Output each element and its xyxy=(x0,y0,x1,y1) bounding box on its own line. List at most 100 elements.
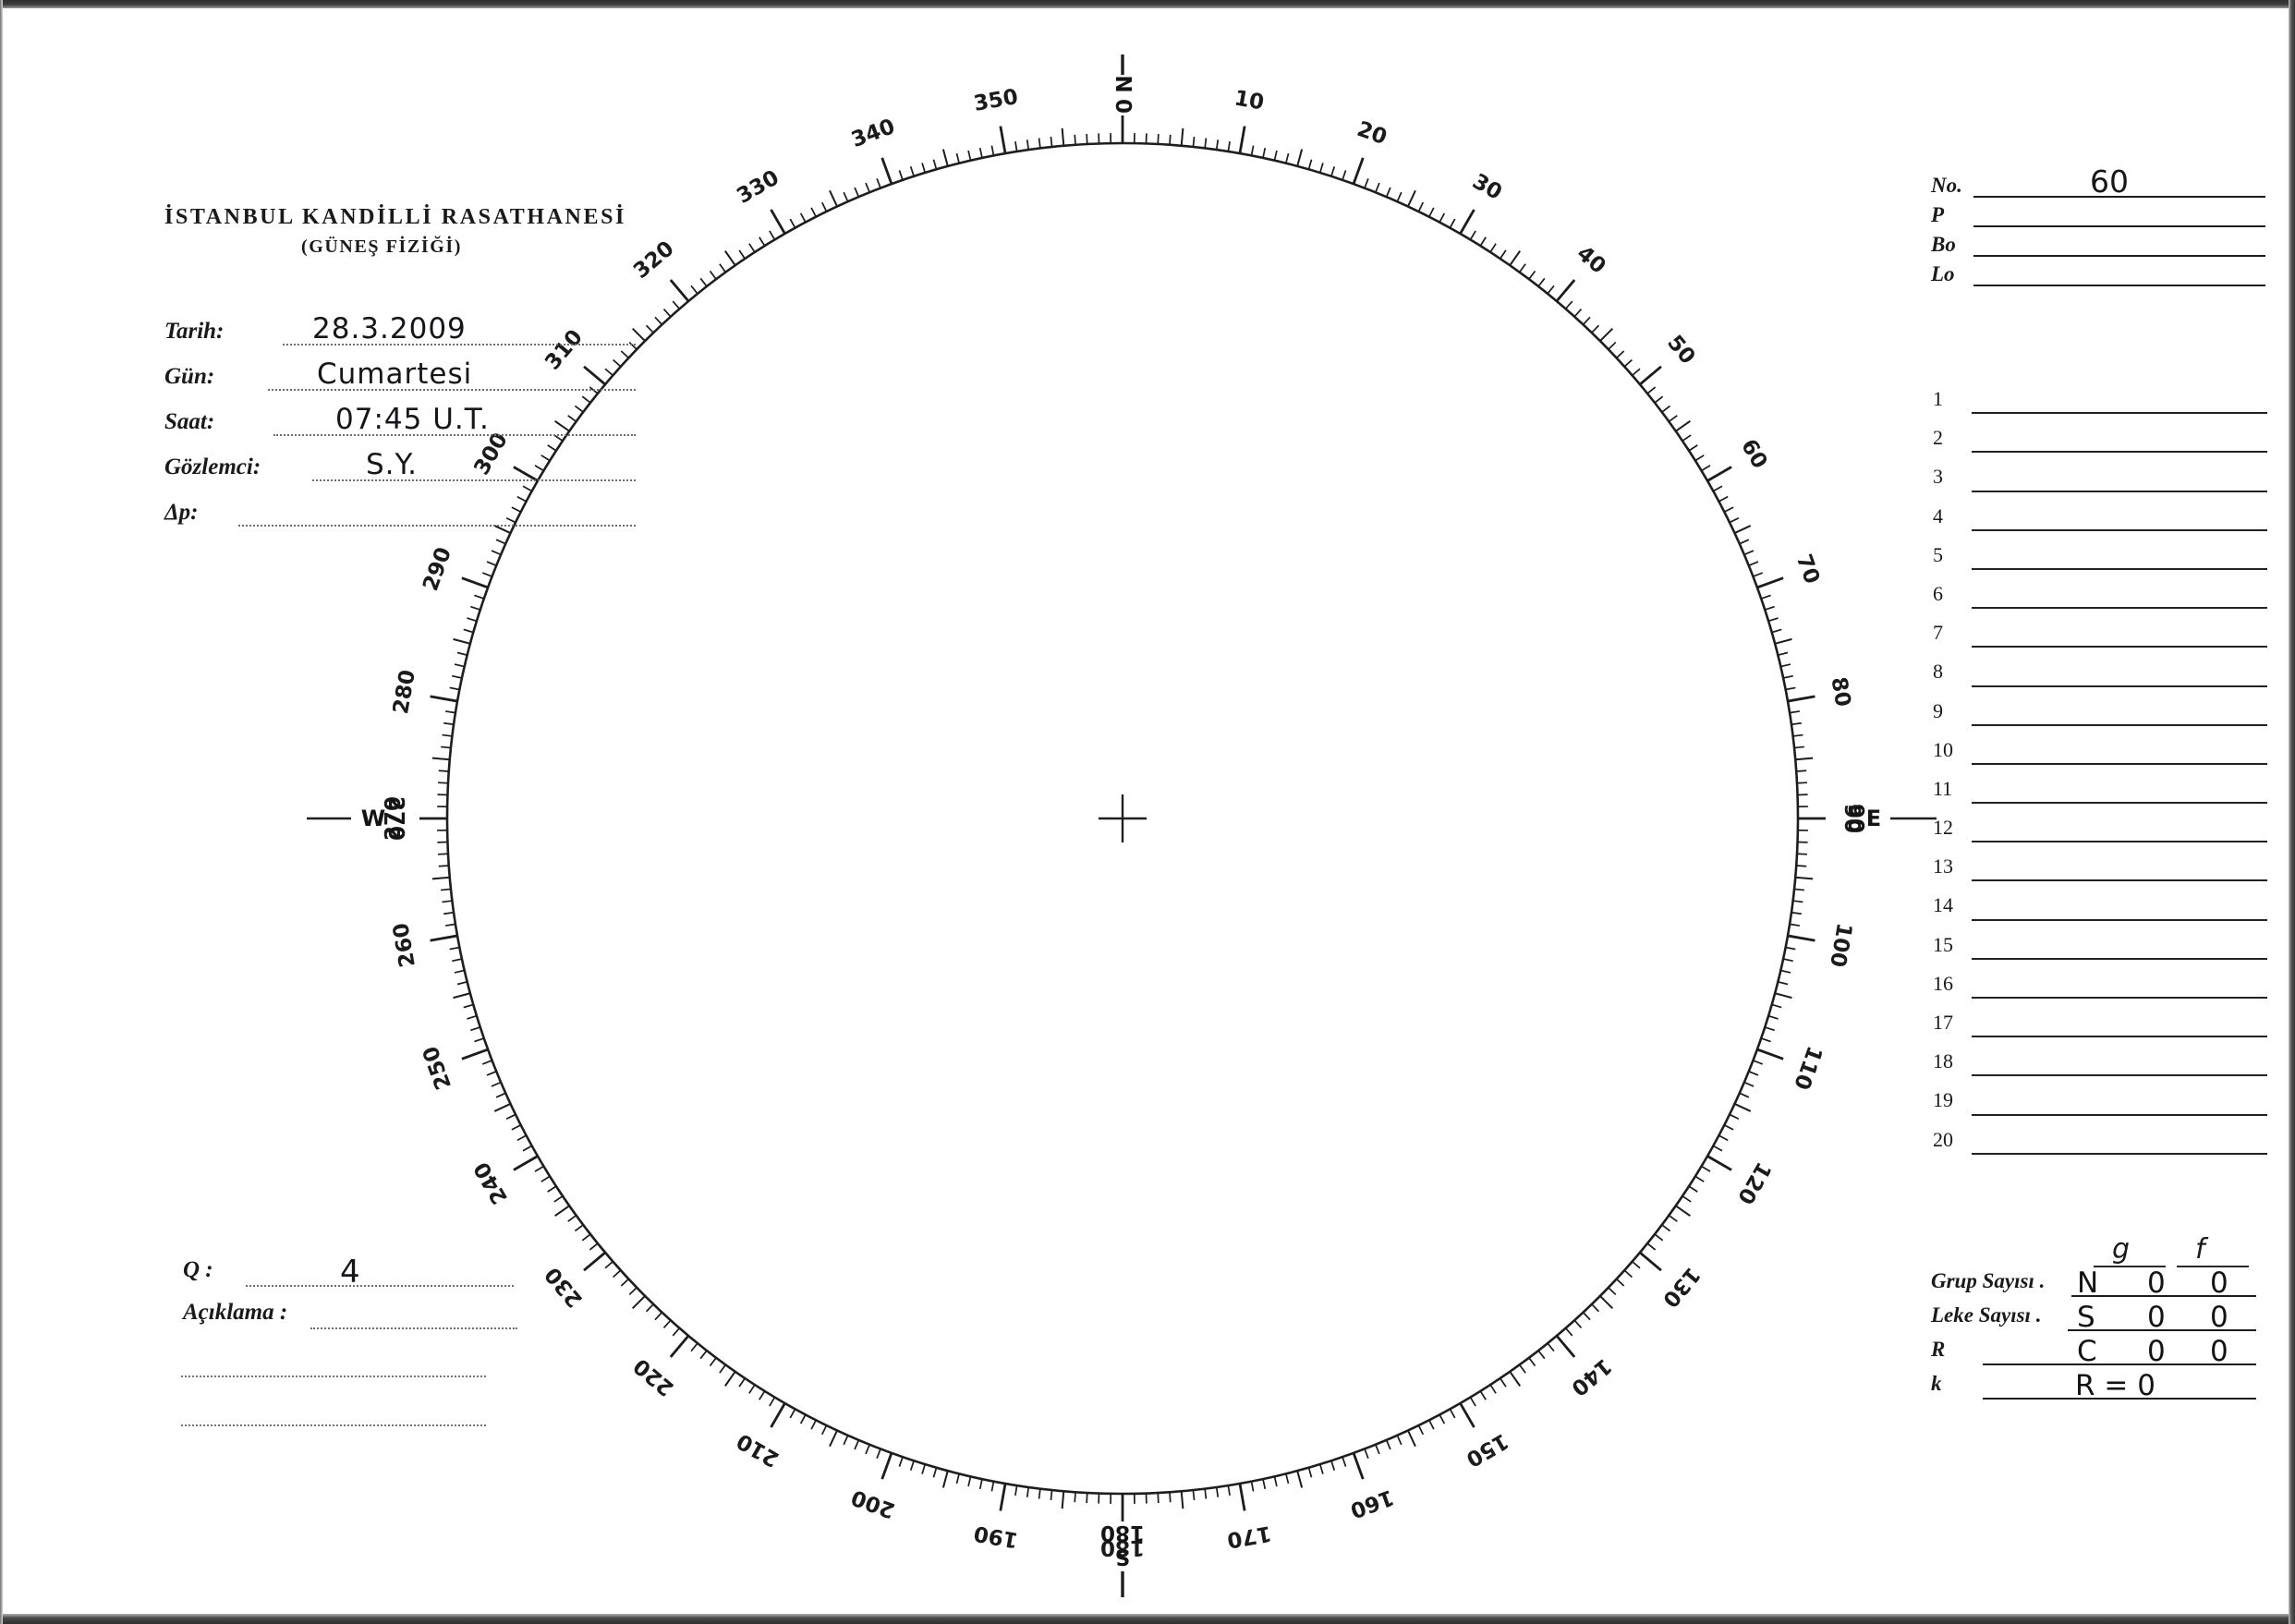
dial-tick xyxy=(1582,1312,1591,1321)
summary-row-r[interactable]: R C 0 0 xyxy=(1931,1334,2260,1368)
dial-tick xyxy=(1026,1486,1030,1497)
sunspot-entry-row[interactable]: 19 xyxy=(1931,1085,2267,1123)
dial-tick xyxy=(723,1371,736,1387)
field-gozlemci[interactable]: Gözlemci: S.Y. xyxy=(164,446,645,491)
sunspot-entry-row[interactable]: 9 xyxy=(1931,696,2267,734)
dial-tick xyxy=(770,1402,786,1428)
field-aciklama[interactable]: Açıklama : xyxy=(183,1294,517,1337)
dial-tick xyxy=(1795,876,1814,880)
dial-tick xyxy=(1285,1473,1290,1485)
summary-row-k[interactable]: k R = 0 xyxy=(1931,1368,2260,1402)
sunspot-entry-rule xyxy=(1972,841,2267,843)
field-bo[interactable]: Bo xyxy=(1931,231,2265,261)
sunspot-entry-row[interactable]: 18 xyxy=(1931,1046,2267,1085)
field-no[interactable]: No. 60 xyxy=(1931,164,2265,201)
summary-row-grup-sayisi[interactable]: Grup Sayısı . N 0 0 xyxy=(1931,1266,2260,1300)
summary-row-r-hemisphere: C xyxy=(2077,1335,2097,1368)
dial-tick xyxy=(699,1350,708,1360)
field-delta-p[interactable]: Δp: xyxy=(164,491,645,537)
field-q[interactable]: Q : 4 xyxy=(183,1252,516,1294)
dial-tick xyxy=(898,1456,904,1467)
sunspot-entry-row[interactable]: 10 xyxy=(1931,734,2267,773)
dial-tick xyxy=(452,958,463,963)
dial-tick xyxy=(719,263,727,273)
sunspot-entry-row[interactable]: 6 xyxy=(1931,578,2267,617)
sunspot-entry-row[interactable]: 5 xyxy=(1931,539,2267,578)
aciklama-continuation-line-1[interactable] xyxy=(181,1374,486,1377)
sunspot-entry-rule xyxy=(1972,685,2267,687)
dial-tick xyxy=(1509,1371,1522,1387)
dial-tick xyxy=(554,419,570,432)
scan-edge-top xyxy=(0,0,2295,8)
dial-tick xyxy=(672,300,681,309)
dial-tick xyxy=(709,270,717,280)
dial-tick xyxy=(1192,136,1196,148)
sunspot-entry-row[interactable]: 7 xyxy=(1931,617,2267,656)
dial-tick xyxy=(1528,1357,1536,1367)
dial-tick xyxy=(1385,1439,1391,1450)
dial-degree-label: 320 xyxy=(629,236,678,284)
aciklama-continuation-line-2[interactable] xyxy=(181,1423,486,1426)
field-gun[interactable]: Gün: Cumartesi xyxy=(164,356,645,401)
sunspot-entry-row[interactable]: 11 xyxy=(1931,773,2267,812)
sunspot-entry-row[interactable]: 13 xyxy=(1931,851,2267,890)
dial-tick xyxy=(669,279,690,302)
dial-tick xyxy=(1785,946,1796,951)
sunspot-entry-row[interactable]: 1 xyxy=(1931,383,2267,422)
dial-tick xyxy=(553,1195,564,1203)
sunspot-entry-row[interactable]: 17 xyxy=(1931,1007,2267,1046)
dial-tick xyxy=(1169,134,1172,145)
dial-tick xyxy=(1756,576,1784,589)
sunspot-entry-number: 13 xyxy=(1933,854,1953,879)
dial-tick xyxy=(1771,628,1782,634)
field-saat[interactable]: Saat: 07:45 U.T. xyxy=(164,401,645,446)
dial-tick xyxy=(1639,365,1662,386)
field-p[interactable]: P xyxy=(1931,201,2265,231)
dial-tick xyxy=(445,710,456,714)
dial-tick xyxy=(898,170,904,181)
dial-tick xyxy=(1273,150,1278,161)
field-lo[interactable]: Lo xyxy=(1931,261,2265,290)
field-q-label: Q : xyxy=(183,1257,213,1282)
cardinal-south-degree: 180 xyxy=(1100,1521,1145,1545)
cardinal-west-degree: 270 xyxy=(383,796,407,841)
sunspot-entry-row[interactable]: 15 xyxy=(1931,929,2267,968)
sunspot-entry-row[interactable]: 2 xyxy=(1931,422,2267,461)
sunspot-entry-row[interactable]: 12 xyxy=(1931,812,2267,851)
sunspot-entry-row[interactable]: 20 xyxy=(1931,1124,2267,1163)
sunspot-entry-row[interactable]: 8 xyxy=(1931,656,2267,695)
dial-tick xyxy=(1479,236,1487,247)
dial-tick xyxy=(909,1460,915,1471)
dial-tick xyxy=(1417,1424,1425,1436)
dial-degree-label: 210 xyxy=(733,1428,783,1472)
dial-tick xyxy=(738,1377,746,1388)
dial-tick xyxy=(440,888,452,891)
dial-tick xyxy=(453,992,471,1000)
sunspot-entry-row[interactable]: 4 xyxy=(1931,501,2267,539)
sunspot-entry-rule xyxy=(1972,1074,2267,1077)
dial-tick xyxy=(463,628,474,634)
dial-tick xyxy=(921,1463,927,1474)
sunspot-entry-row[interactable]: 14 xyxy=(1931,890,2267,928)
summary-row-leke-sayisi[interactable]: Leke Sayısı . S 0 0 xyxy=(1931,1300,2260,1334)
dial-tick xyxy=(1227,1485,1231,1496)
dial-tick xyxy=(481,572,492,577)
sunspot-entry-list: 1 2 3 4 5 6 7 8 9 10 11 12 13 14 15 16 17 18 19 20 xyxy=(1931,383,2267,1163)
dial-tick xyxy=(1342,170,1347,181)
sunspot-entry-row[interactable]: 16 xyxy=(1931,968,2267,1007)
sunspot-entry-number: 2 xyxy=(1933,426,1943,450)
sunspot-entry-number: 15 xyxy=(1933,932,1953,956)
dial-tick xyxy=(1479,1390,1487,1400)
dial-degree-label: 50 xyxy=(1662,331,1699,369)
dial-tick xyxy=(1385,187,1391,198)
cardinal-west-letter: W xyxy=(361,806,385,831)
dial-tick xyxy=(1238,1483,1246,1511)
dial-tick xyxy=(789,218,796,229)
field-tarih[interactable]: Tarih: 28.3.2009 xyxy=(164,310,645,356)
dial-degree-label: 230 xyxy=(540,1262,588,1311)
dial-tick xyxy=(1668,415,1678,423)
dial-degree-label: 60 xyxy=(1736,435,1772,473)
dial-tick xyxy=(1417,201,1425,212)
dial-tick xyxy=(481,1060,492,1065)
sunspot-entry-row[interactable]: 3 xyxy=(1931,461,2267,500)
